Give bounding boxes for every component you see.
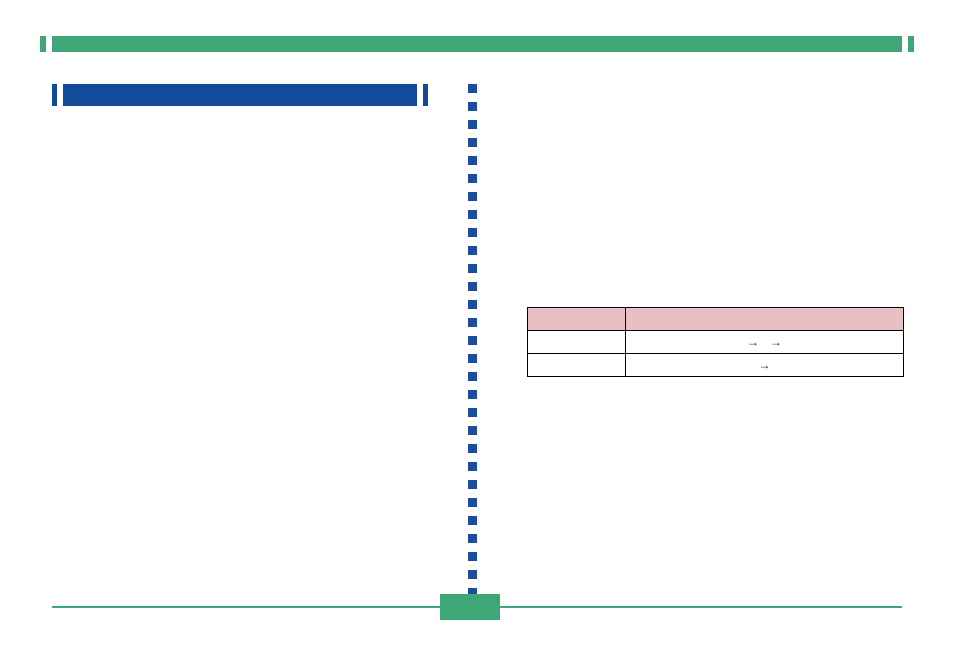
section-bar-cap-left (52, 84, 57, 106)
table-cell: → → (626, 331, 904, 354)
arrow-right-icon: → (755, 358, 775, 372)
table-header-cell (528, 308, 626, 331)
table-cell (528, 354, 626, 377)
table-row: → (528, 354, 904, 377)
top-bar (52, 36, 902, 52)
arrow-right-icon: → (743, 335, 763, 349)
data-table: → → → (527, 307, 904, 377)
column-divider-dotted (468, 84, 477, 594)
top-bar-cap-left (40, 36, 46, 52)
section-bar-cap-right (423, 84, 428, 106)
page-number-box (440, 594, 500, 620)
table-row: → → (528, 331, 904, 354)
section-bar (63, 84, 417, 106)
arrow-right-icon: → (766, 335, 786, 349)
top-bar-cap-right (908, 36, 914, 52)
table-cell (528, 331, 626, 354)
table-cell: → (626, 354, 904, 377)
table-header-row (528, 308, 904, 331)
table-header-cell (626, 308, 904, 331)
page: → → → (0, 0, 954, 646)
